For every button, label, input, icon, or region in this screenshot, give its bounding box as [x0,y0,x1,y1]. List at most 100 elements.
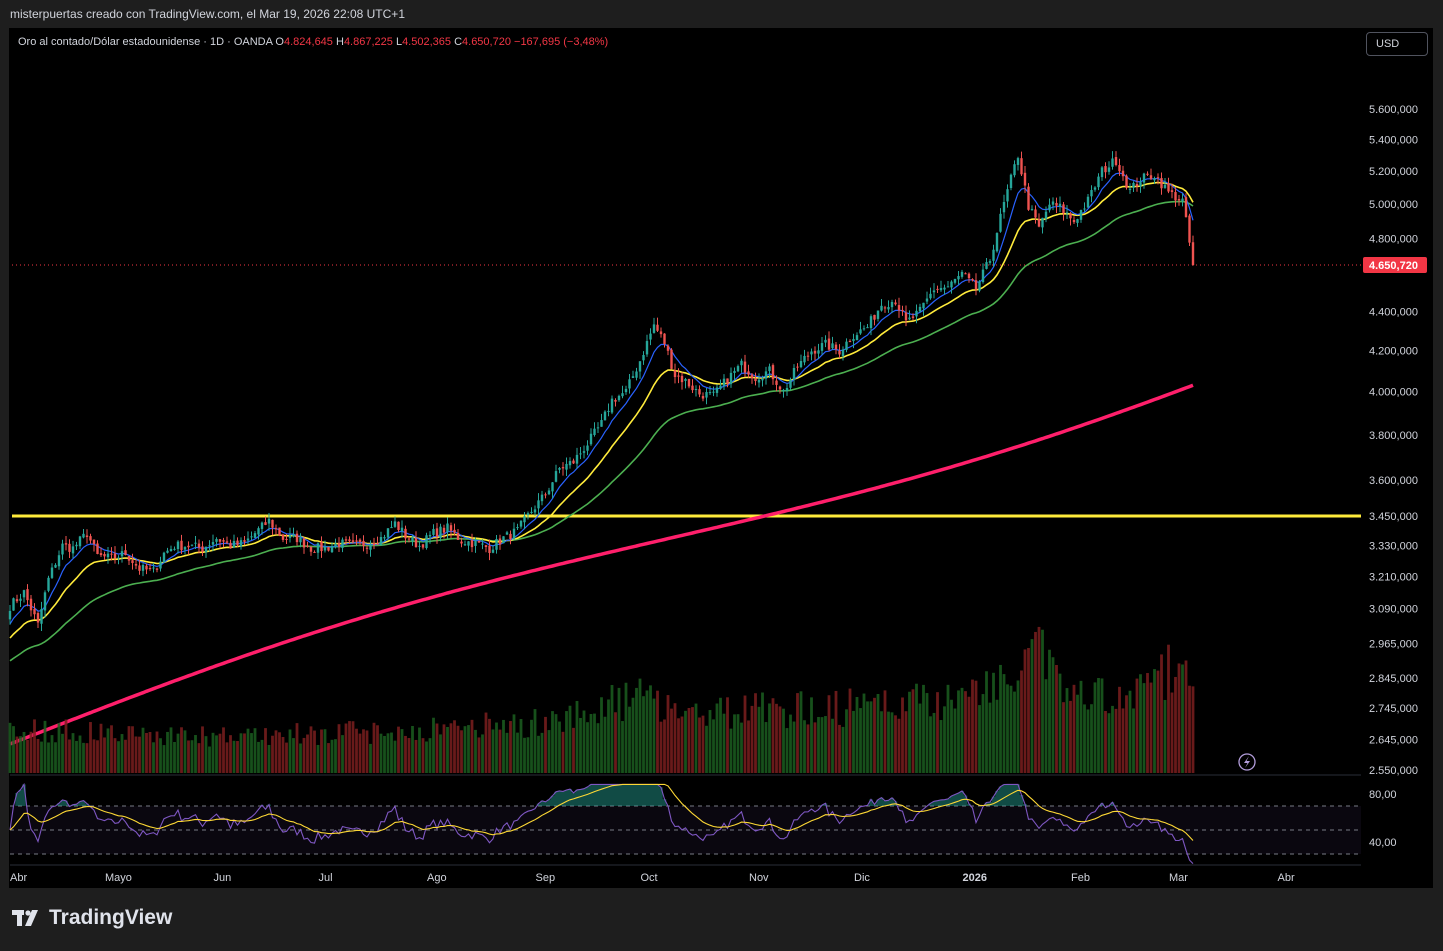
volume-bar [390,732,393,773]
volume-bar [631,697,635,773]
candle-body [950,281,953,288]
candle-body [1146,173,1149,175]
volume-bar [141,727,145,773]
candle-body [694,388,698,390]
volume-bar [855,696,859,773]
candle-body [92,539,96,544]
candle-body [729,372,733,385]
candle-body [1051,201,1055,205]
candle-body [372,542,376,545]
candle-body [379,536,383,545]
volume-bar [1034,631,1037,773]
volume-bar [1023,649,1027,773]
volume-bar [614,712,617,773]
volume-bar [638,678,642,773]
volume-bar [764,722,768,773]
candle-body [1041,217,1044,228]
candle-body [740,360,743,366]
candle-body [771,365,775,380]
open-value: 4.824,645 [283,36,333,48]
volume-bar [1016,680,1020,773]
volume-bar [169,727,173,773]
volume-bar [484,712,488,773]
candle-body [981,269,985,283]
candle-body [544,494,547,496]
volume-bar [621,721,624,773]
candle-body [614,399,617,402]
candle-body [141,564,145,571]
volume-bar [617,687,621,773]
volume-bar [1111,705,1114,773]
volume-bar [806,724,810,773]
candle-body [855,335,859,341]
volume-bar [600,697,603,773]
candle-body [40,609,43,624]
symbol-title[interactable]: Oro al contado/Dólar estadounidense · 1D… [18,36,273,48]
candle-body [988,261,992,263]
volume-bar [561,731,565,773]
volume-bar [649,685,652,773]
candle-body [862,328,866,330]
volume-bar [316,744,320,773]
volume-bar [320,729,323,773]
volume-bar [292,738,295,773]
candle-body [663,333,666,345]
candle-body [610,398,614,413]
volume-bar [971,679,974,773]
candle-body [22,590,26,598]
candle-body [971,279,974,281]
lightning-icon[interactable] [1238,753,1256,771]
volume-bar [586,722,589,773]
candle-body [964,273,967,275]
volume-bar [715,703,719,773]
candle-body [127,556,131,561]
candles [8,151,1195,632]
price-lines [9,172,1361,746]
candle-body [481,543,484,545]
currency-button[interactable]: USD [1366,32,1428,56]
volume-bar [306,734,309,773]
candle-body [208,545,211,547]
candle-body [1181,198,1184,202]
volume-bar [771,698,775,773]
volume-bar [953,708,957,773]
volume-bar [747,720,750,773]
candle-body [586,445,589,451]
candle-body [785,387,789,392]
volume-bar [1090,704,1093,773]
candle-body [1174,192,1177,201]
brand[interactable]: TradingView [12,906,172,930]
volume-bar [803,720,806,773]
candle-body [523,516,526,523]
candle-body [799,360,803,368]
candle-body [918,306,922,312]
candle-body [453,529,456,533]
volume-bar [47,742,50,773]
high-value: 4.867,225 [343,36,393,48]
volume-bar [1184,660,1188,773]
candle-body [1160,178,1163,189]
candle-body [64,543,68,545]
candle-body [726,378,729,384]
volume-bar [208,746,211,773]
volume-bar [99,723,103,773]
candle-body [47,577,50,591]
candle-body [607,410,610,412]
volume-bar [278,732,281,773]
volume-bar [239,733,243,773]
volume-bar [792,721,796,773]
volume-bar [813,722,817,773]
candle-body [939,288,943,291]
volume-bar [810,697,813,773]
candle-body [134,564,138,566]
candle-body [1156,177,1160,179]
volume-bar [869,701,873,773]
price-tick-label: 4.400,000 [1369,307,1418,319]
close-label: C [454,36,463,48]
last-price-tag [1363,256,1427,273]
volume-bar [351,721,355,773]
candle-body [1034,209,1037,218]
candle-body [113,553,117,559]
candle-body [768,366,771,372]
